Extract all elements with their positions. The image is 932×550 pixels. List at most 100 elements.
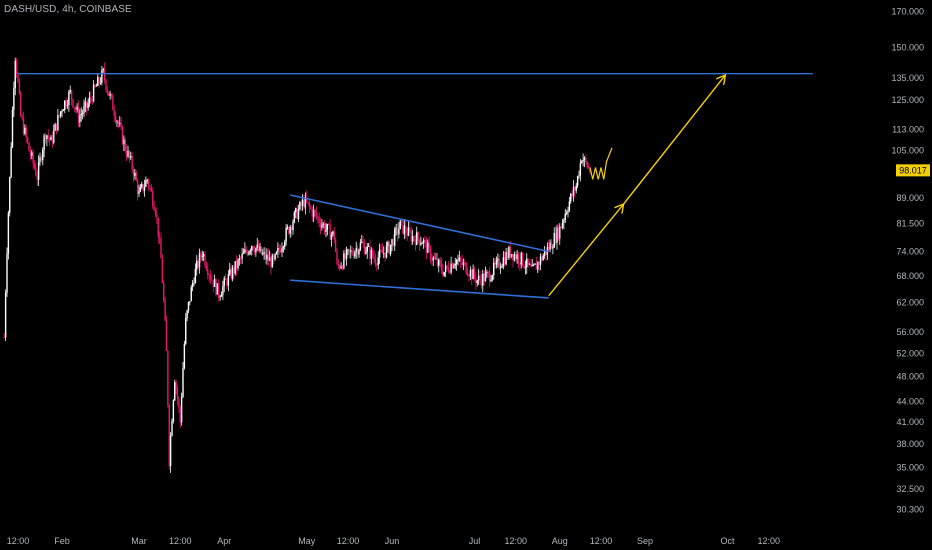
y-tick-label: 113.000: [892, 124, 924, 134]
candle-body: [464, 262, 466, 264]
candle-body: [117, 121, 120, 124]
candle-body: [341, 266, 344, 269]
candle-body: [48, 137, 51, 141]
candle-body: [68, 92, 70, 106]
candle-body: [246, 251, 249, 255]
candle-body: [473, 269, 476, 278]
candle-body: [508, 247, 510, 258]
candle-body: [33, 163, 36, 169]
candle-body: [365, 251, 367, 254]
candle-body: [482, 273, 484, 286]
candle-body: [315, 212, 318, 217]
candle-body: [113, 110, 115, 116]
projection-arrow[interactable]: [622, 76, 725, 206]
candle-body: [336, 251, 338, 264]
candle-body: [356, 248, 359, 255]
candle-body: [109, 93, 111, 96]
candle-body: [105, 79, 107, 90]
candle-body: [198, 253, 201, 268]
candle-body: [40, 157, 43, 161]
candle-body: [585, 157, 587, 162]
candle-body: [112, 95, 114, 111]
y-tick-label: 125.000: [891, 95, 924, 105]
candle-body: [237, 259, 239, 269]
candle-body: [158, 237, 161, 239]
candle-body: [262, 253, 264, 255]
candle-body: [476, 280, 478, 284]
candle-body: [6, 253, 8, 293]
candle-body: [469, 269, 472, 277]
y-tick-label: 89.000: [896, 193, 924, 203]
candle-body: [37, 161, 40, 180]
candle-body: [187, 302, 190, 311]
y-tick-label: 41.000: [896, 417, 924, 427]
candle-body: [571, 193, 573, 196]
candle-body: [281, 248, 283, 253]
candle-body: [372, 250, 374, 257]
candle-body: [248, 251, 250, 255]
wedge-trendline[interactable]: [290, 194, 549, 253]
x-tick-label: Oct: [720, 536, 735, 546]
candle-body: [553, 233, 555, 248]
x-tick-label: Jul: [469, 536, 481, 546]
candle-body: [417, 232, 419, 240]
candle-body: [212, 280, 214, 287]
candle-body: [28, 142, 30, 152]
x-tick-label: 12:00: [504, 536, 527, 546]
candle-body: [259, 246, 261, 251]
y-tick-label: 30.300: [896, 504, 924, 514]
candle-body: [260, 246, 263, 255]
candle-body: [374, 258, 377, 265]
candle-body: [130, 156, 132, 158]
candle-body: [180, 397, 183, 423]
candle-body: [495, 260, 498, 265]
candle-body: [138, 191, 140, 194]
candle-body: [139, 187, 142, 192]
chart-title: DASH/USD, 4h, COINBASE: [4, 4, 132, 15]
candle-body: [530, 264, 532, 267]
candle-body: [167, 350, 169, 406]
candle-body: [55, 123, 58, 131]
candle-body: [88, 97, 91, 104]
y-tick-label: 56.000: [896, 327, 924, 337]
candle-body: [499, 267, 502, 269]
candle-body: [224, 278, 227, 280]
candle-body: [209, 275, 212, 280]
projection-arrow[interactable]: [548, 205, 623, 297]
candle-body: [22, 118, 25, 134]
candle-body: [449, 271, 451, 273]
price-axis: 170.000 150.000 135.000 125.000 113.000 105.0…: [891, 6, 930, 514]
candle-body: [510, 254, 513, 257]
candle-body: [278, 248, 280, 250]
candle-body: [488, 272, 491, 282]
candle-body: [363, 243, 366, 254]
candle-body: [196, 260, 198, 269]
candle-body: [535, 263, 538, 270]
candle-body: [329, 224, 331, 240]
candle-body: [13, 88, 15, 110]
candle-body: [223, 278, 225, 286]
wedge-trendline[interactable]: [290, 279, 549, 299]
candle-body: [458, 257, 461, 261]
candle-body: [370, 250, 373, 259]
y-tick-label: 48.000: [896, 371, 924, 381]
projection-zigzag[interactable]: [589, 147, 613, 180]
candle-body: [116, 121, 118, 123]
candle-body: [332, 231, 334, 235]
candle-body: [521, 252, 524, 266]
candle-body: [477, 275, 480, 281]
candle-body: [50, 136, 52, 141]
candle-body: [504, 257, 506, 265]
candle-body: [381, 250, 384, 254]
candle-body: [242, 252, 245, 254]
candle-body: [143, 186, 146, 191]
candle-body: [537, 262, 539, 270]
candle-body: [185, 317, 187, 344]
candle-body: [81, 113, 84, 115]
candle-body: [190, 287, 192, 302]
candle-body: [273, 255, 275, 260]
candle-body: [17, 74, 19, 82]
candle-body: [564, 213, 566, 220]
candle-body: [542, 255, 544, 261]
